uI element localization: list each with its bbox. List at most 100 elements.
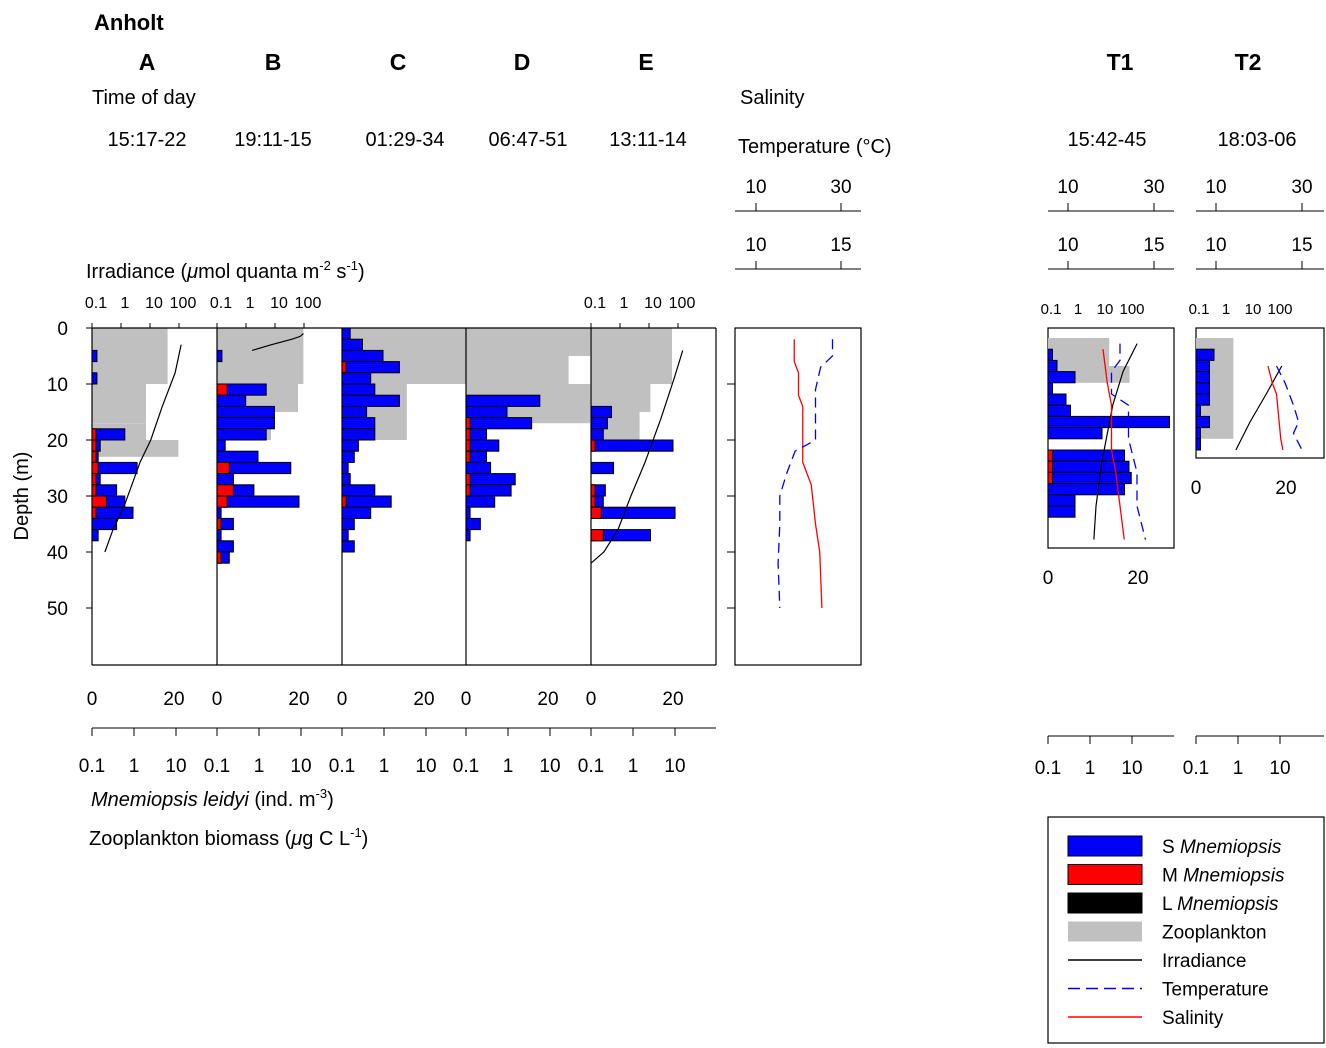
bar-s-a-1	[91, 372, 98, 385]
bar-s-c-4	[341, 372, 372, 385]
time-t1: 15:42-45	[1068, 129, 1147, 151]
t2-salinity-line	[1267, 365, 1284, 451]
bar-s-d-2	[465, 417, 533, 430]
t1-irradiance-tick-3: 100	[1119, 301, 1144, 318]
t2-bar-s-1	[1195, 359, 1210, 373]
t2-salinity-scale-label-0: 10	[1205, 177, 1226, 198]
bar-s-c-17	[341, 517, 355, 531]
bar-s-c-14	[341, 484, 376, 497]
zooplankton-step-a-2	[92, 384, 146, 424]
bar-s-c-11	[341, 450, 355, 463]
t1-bar-s-11	[1047, 483, 1125, 496]
bar-m-a-7	[91, 484, 97, 497]
zooplankton-step-e-1	[591, 356, 672, 384]
zooplankton-step-b-0	[217, 328, 304, 356]
bar-m-a-9	[91, 506, 97, 519]
depth-axis-title: Depth (m)	[11, 452, 33, 541]
panel-letter-t2: T2	[1235, 49, 1262, 75]
bar-s-c-1	[341, 338, 363, 351]
irradiance-tick-b-1: 1	[246, 295, 255, 312]
time-e: 13:11-14	[609, 129, 686, 151]
bar-m-e-3	[590, 439, 596, 452]
time-t2: 18:03-06	[1218, 129, 1297, 151]
bar-s-c-16	[341, 506, 372, 519]
bar-s-c-9	[341, 428, 376, 441]
t1-zoo-tick-label-0: 0.1	[1035, 758, 1061, 779]
bar-m-d-8	[465, 484, 471, 497]
bar-s-e-2	[590, 428, 604, 441]
t2-irradiance-tick-1: 1	[1222, 301, 1230, 318]
t1-zoo-tick-label-2: 10	[1121, 758, 1142, 779]
bar-s-e-3	[590, 439, 674, 452]
legend-swatch-m-mnemiopsis	[1067, 864, 1143, 885]
temperature-scale-label-0: 10	[745, 235, 766, 256]
t1-temperature-scale-label-0: 10	[1057, 235, 1078, 256]
bar-m-e-6	[590, 495, 596, 508]
t2-bar-s-7	[1195, 427, 1201, 440]
bar-s-d-7	[465, 473, 516, 486]
t1-x-tick-label-20: 20	[1127, 568, 1148, 589]
t2-zoo-tick-label-0: 0.1	[1183, 758, 1209, 779]
t1-bar-s-12	[1047, 494, 1076, 507]
bar-m-e-5	[590, 484, 596, 497]
bar-s-a-2	[91, 428, 126, 441]
bar-s-c-10	[341, 439, 359, 452]
legend-swatch-s-mnemiopsis	[1067, 835, 1143, 857]
t1-irradiance-tick-0: 0.1	[1041, 301, 1062, 318]
t1-zoo-tick-label-1: 1	[1085, 758, 1096, 779]
t1-salinity-scale-label-0: 10	[1057, 177, 1078, 198]
zoo-tick-label-d-0: 0.1	[453, 756, 479, 777]
bar-m-b-13	[216, 517, 222, 531]
bar-m-b-1	[216, 383, 228, 396]
irradiance-tick-e-3: 100	[669, 295, 696, 312]
bar-s-d-10	[465, 506, 471, 519]
t2-bar-s-0	[1195, 348, 1215, 361]
depth-tick-0: 0	[57, 319, 68, 340]
bar-s-b-11	[216, 495, 300, 508]
t1-bar-s-0	[1047, 348, 1053, 361]
t2-irradiance-tick-2: 10	[1245, 301, 1262, 318]
legend-label-zooplankton: Zooplankton	[1162, 923, 1267, 944]
bar-s-c-15	[341, 495, 392, 508]
t2-salinity-scale-label-1: 30	[1291, 177, 1312, 198]
bar-s-d-6	[465, 461, 492, 475]
bar-s-b-2	[216, 394, 247, 407]
zoo-tick-label-b-1: 1	[254, 756, 265, 777]
zoo-tick-label-e-0: 0.1	[578, 756, 604, 777]
bar-s-b-3	[216, 405, 275, 419]
x-tick-label-d-20: 20	[537, 689, 558, 710]
salinity-line	[793, 339, 823, 609]
salinity-header-label: Salinity	[740, 87, 804, 109]
t1-bar-s-13	[1047, 505, 1076, 518]
zoo-tick-label-c-2: 10	[415, 756, 436, 777]
bar-m-a-4	[91, 450, 97, 463]
temperature-line	[777, 339, 834, 609]
t1-bar-s-1	[1047, 359, 1058, 373]
zooplankton-axis-title: Zooplankton biomass (μg C L-1)	[89, 825, 368, 850]
depth-tick-20: 20	[47, 431, 68, 452]
bar-s-a-10	[91, 517, 118, 531]
t1-irradiance-tick-2: 10	[1097, 301, 1114, 318]
bar-s-c-5	[341, 383, 376, 396]
bar-s-c-0	[341, 327, 351, 340]
bar-m-a-8	[91, 495, 107, 508]
t2-x-tick-label-20: 20	[1275, 478, 1296, 499]
bar-s-b-0	[216, 349, 223, 363]
bar-s-c-8	[341, 417, 376, 430]
zoo-tick-label-a-1: 1	[129, 756, 140, 777]
bar-m-d-2	[465, 417, 471, 430]
bar-s-b-5	[216, 428, 267, 441]
legend-label-salinity: Salinity	[1162, 1008, 1224, 1029]
panel-letter-d: D	[514, 49, 531, 75]
t1-bar-m-10	[1047, 471, 1053, 485]
t1-salinity-line	[1102, 349, 1125, 540]
t1-temperature-line	[1110, 343, 1147, 540]
bar-s-b-4	[216, 417, 275, 430]
legend-swatch-zooplankton	[1068, 921, 1142, 942]
zoo-tick-label-e-2: 10	[664, 756, 685, 777]
legend-label-m-mnemiopsis: M Mnemiopsis	[1162, 866, 1285, 887]
panel-letter-a: A	[139, 49, 156, 75]
depth-tick-50: 50	[47, 599, 68, 620]
irradiance-tick-e-2: 10	[644, 295, 662, 312]
